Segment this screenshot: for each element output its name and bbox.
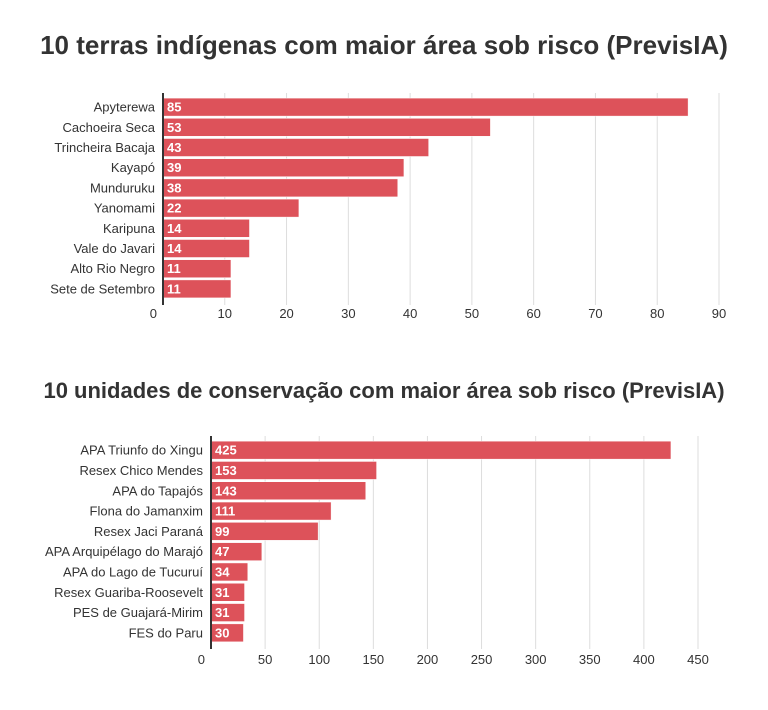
chart-1-tick-label-150: 150 [362,652,384,667]
chart-1-bar-0 [210,440,672,460]
chart-0-category-label-4: Munduruku [90,180,155,195]
chart-1-tick-label-400: 400 [633,652,655,667]
chart-0-category-label-9: Sete de Setembro [50,281,155,296]
chart-1-value-label-7: 31 [215,585,229,600]
chart-0-tick-label-40: 40 [403,306,417,321]
chart-1-value-label-0: 425 [215,443,237,458]
chart-1-category-label-5: APA Arquipélago do Marajó [45,544,203,559]
chart-1-category-label-8: PES de Guajará-Mirim [73,605,203,620]
chart-1-value-label-5: 47 [215,544,229,559]
chart-1-value-label-1: 153 [215,463,237,478]
chart-0-category-label-1: Cachoeira Seca [63,120,156,135]
chart-1-value-label-2: 143 [215,483,237,498]
chart-1-tick-label-200: 200 [417,652,439,667]
chart-1-value-label-4: 99 [215,524,229,539]
chart-1-tick-label-50: 50 [258,652,272,667]
chart-0-tick-label-10: 10 [218,306,232,321]
chart-0-tick-label-30: 30 [341,306,355,321]
chart-0-value-label-8: 11 [167,261,181,276]
chart-1-category-label-6: APA do Lago de Tucuruí [63,564,203,579]
chart-1-terras-indigenas: Apyterewa 85 Cachoeira Seca 53 Trincheira Ba… [50,93,726,321]
chart-0-value-label-7: 14 [167,241,182,256]
chart-0-value-label-1: 53 [167,120,181,135]
chart-0-value-label-3: 39 [167,160,181,175]
chart-2-title: 10 unidades de conservação com maior áre… [43,378,725,403]
chart-1-tick-label-450: 450 [687,652,709,667]
chart-0-value-label-9: 11 [167,281,181,296]
chart-1-value-label-3: 111 [215,504,235,519]
chart-0-value-label-2: 43 [167,140,181,155]
chart-1-value-label-6: 34 [215,564,230,579]
chart-1-category-label-0: APA Triunfo do Xingu [80,443,203,458]
chart-0-value-label-4: 38 [167,180,181,195]
chart-1-category-label-3: Flona do Jamanxim [90,504,203,519]
chart-1-title: 10 terras indígenas com maior área sob r… [40,30,728,60]
chart-0-tick-label-20: 20 [279,306,293,321]
chart-1-tick-label-0: 0 [198,652,205,667]
chart-0-category-label-6: Karipuna [103,221,156,236]
chart-0-value-label-0: 85 [167,100,181,115]
chart-0-tick-label-0: 0 [150,306,157,321]
chart-1-category-label-9: FES do Paru [129,625,203,640]
chart-1-category-label-7: Resex Guariba-Roosevelt [54,585,203,600]
chart-1-value-label-8: 31 [215,605,229,620]
chart-0-category-label-5: Yanomami [94,201,155,216]
chart-1-tick-label-250: 250 [471,652,493,667]
chart-0-tick-label-50: 50 [465,306,479,321]
chart-0-tick-label-70: 70 [588,306,602,321]
chart-1-tick-label-100: 100 [308,652,330,667]
chart-1-category-label-4: Resex Jaci Paraná [94,524,204,539]
chart-0-value-label-5: 22 [167,201,181,216]
chart-1-tick-label-300: 300 [525,652,547,667]
chart-0-category-label-8: Alto Rio Negro [70,261,155,276]
chart-0-value-label-6: 14 [167,221,182,236]
chart-0-category-label-7: Vale do Javari [74,241,156,256]
chart-0-tick-label-80: 80 [650,306,664,321]
chart-0-tick-label-90: 90 [712,306,726,321]
chart-1-category-label-1: Resex Chico Mendes [79,463,203,478]
chart-1-category-label-2: APA do Tapajós [112,483,203,498]
chart-0-tick-label-60: 60 [526,306,540,321]
chart-1-tick-label-350: 350 [579,652,601,667]
chart-0-category-label-2: Trincheira Bacaja [54,140,155,155]
chart-1-value-label-9: 30 [215,625,229,640]
chart-0-category-label-3: Kayapó [111,160,155,175]
chart-0-category-label-0: Apyterewa [94,100,156,115]
